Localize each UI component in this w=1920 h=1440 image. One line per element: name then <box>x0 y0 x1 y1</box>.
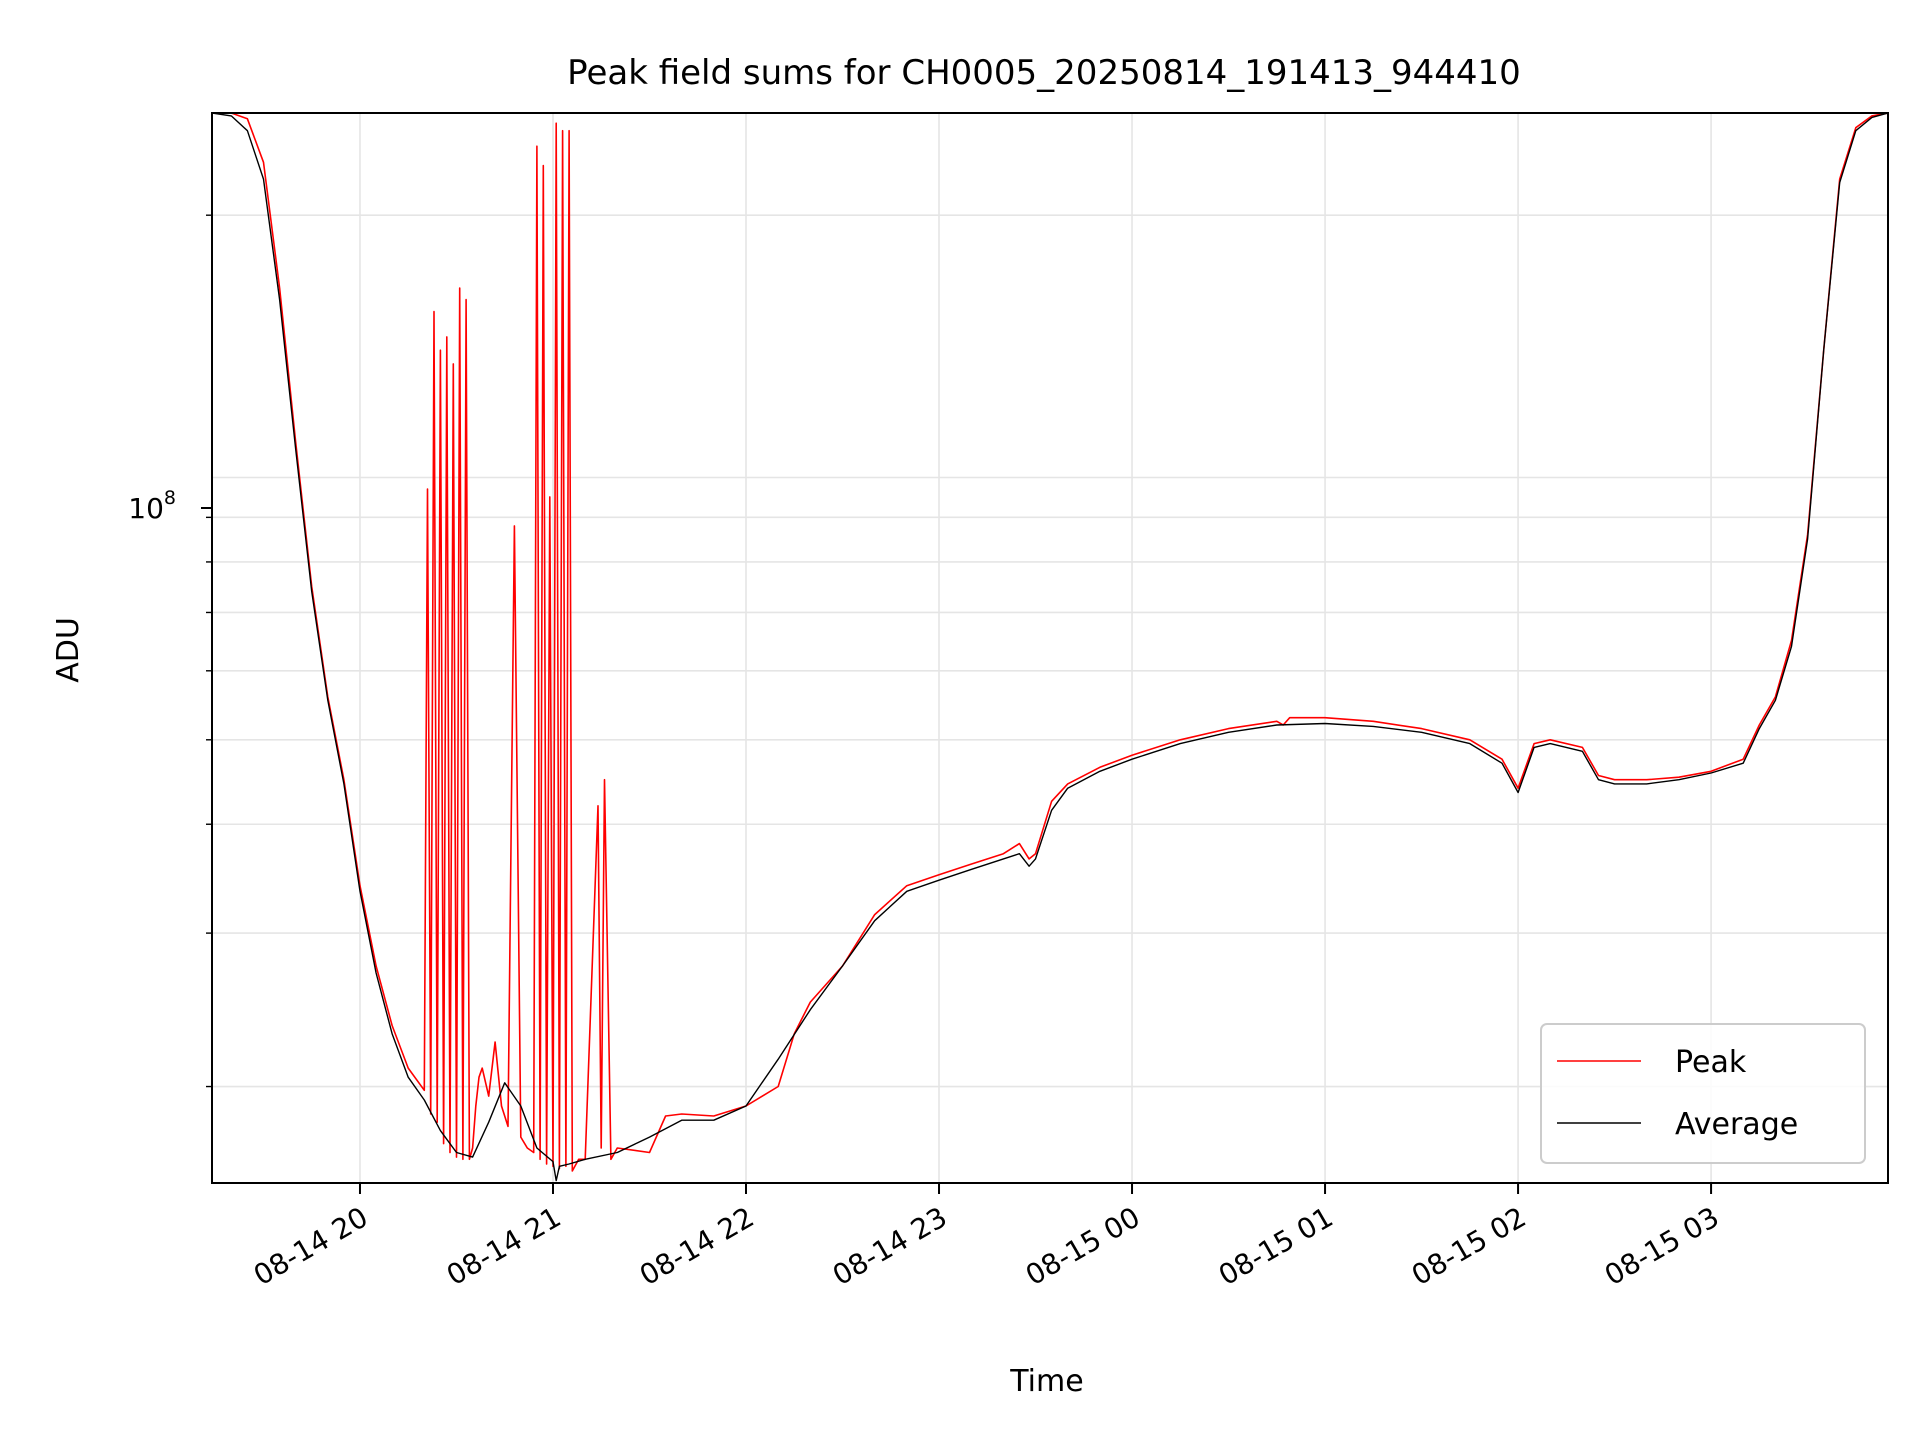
grid-lines <box>212 113 1888 1183</box>
y-tick-label: 108 <box>128 487 176 525</box>
series-line-peak <box>212 113 1888 1172</box>
legend-box <box>1540 1023 1866 1164</box>
legend: Peak Average <box>1540 1023 1866 1164</box>
y-axis: 108 <box>128 214 212 1088</box>
y-axis-label: ADU <box>51 617 86 683</box>
x-axis-label: Time <box>1009 1364 1083 1399</box>
y-tick-base: 10 <box>128 492 164 525</box>
series-line-average <box>212 113 1888 1182</box>
legend-label-peak: Peak <box>1675 1045 1747 1080</box>
plot-frame <box>211 112 1889 1184</box>
legend-label-average: Average <box>1675 1107 1798 1142</box>
y-tick-exponent: 8 <box>164 487 176 509</box>
chart-title: Peak field sums for CH0005_20250814_1914… <box>567 53 1521 93</box>
